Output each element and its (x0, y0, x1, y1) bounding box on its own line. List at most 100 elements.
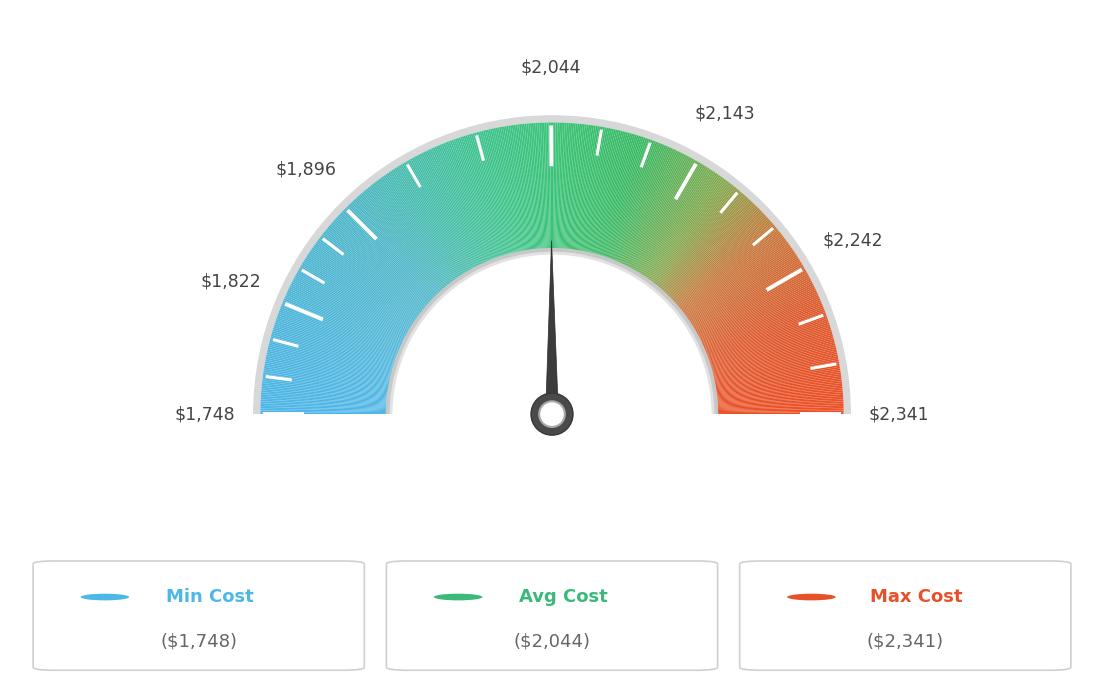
Wedge shape (390, 171, 463, 279)
Wedge shape (559, 123, 565, 253)
Wedge shape (679, 233, 782, 314)
Wedge shape (275, 321, 399, 363)
Wedge shape (280, 305, 402, 355)
Circle shape (539, 402, 565, 427)
Wedge shape (566, 124, 580, 253)
Wedge shape (639, 169, 711, 279)
Wedge shape (418, 155, 478, 270)
Wedge shape (713, 402, 843, 408)
Wedge shape (484, 130, 514, 257)
Wedge shape (659, 195, 746, 293)
Wedge shape (643, 172, 715, 280)
Wedge shape (609, 141, 658, 264)
Wedge shape (682, 239, 787, 318)
Wedge shape (611, 142, 659, 264)
Wedge shape (402, 163, 469, 275)
Wedge shape (501, 127, 524, 255)
Wedge shape (321, 234, 425, 315)
Wedge shape (507, 126, 528, 255)
Wedge shape (713, 380, 841, 396)
Wedge shape (454, 139, 498, 262)
Wedge shape (645, 175, 721, 282)
Wedge shape (287, 290, 405, 346)
Wedge shape (620, 150, 678, 268)
Wedge shape (287, 292, 405, 347)
Text: $2,341: $2,341 (869, 405, 930, 423)
Wedge shape (549, 123, 551, 253)
Wedge shape (519, 124, 534, 253)
Wedge shape (275, 322, 399, 364)
Wedge shape (305, 258, 415, 328)
Wedge shape (643, 173, 718, 281)
Wedge shape (687, 252, 795, 325)
Wedge shape (652, 186, 735, 288)
Wedge shape (631, 160, 698, 274)
Wedge shape (493, 128, 521, 255)
Wedge shape (270, 338, 395, 373)
Wedge shape (711, 359, 839, 385)
Wedge shape (353, 199, 443, 295)
Circle shape (81, 593, 129, 600)
Wedge shape (709, 344, 836, 376)
Wedge shape (581, 127, 605, 255)
Wedge shape (282, 304, 402, 353)
Wedge shape (516, 125, 533, 253)
Wedge shape (694, 277, 810, 339)
Wedge shape (649, 181, 730, 286)
Wedge shape (296, 274, 411, 337)
Wedge shape (262, 386, 391, 400)
Wedge shape (670, 215, 766, 304)
Wedge shape (530, 124, 541, 253)
Wedge shape (692, 269, 806, 335)
Wedge shape (383, 175, 459, 282)
Wedge shape (426, 150, 484, 268)
Wedge shape (705, 319, 828, 362)
Wedge shape (705, 322, 829, 364)
Wedge shape (570, 124, 585, 253)
Wedge shape (574, 126, 594, 254)
Wedge shape (352, 200, 442, 296)
Wedge shape (554, 123, 558, 253)
Wedge shape (270, 336, 396, 372)
Wedge shape (268, 347, 394, 378)
Wedge shape (279, 310, 401, 357)
Wedge shape (394, 168, 465, 278)
Wedge shape (358, 195, 445, 293)
Wedge shape (583, 128, 611, 255)
Wedge shape (582, 128, 608, 255)
Wedge shape (618, 148, 672, 267)
Wedge shape (612, 143, 661, 264)
Wedge shape (412, 158, 475, 273)
Wedge shape (713, 394, 843, 404)
Wedge shape (261, 400, 391, 407)
Wedge shape (628, 157, 691, 272)
Wedge shape (638, 167, 709, 277)
Wedge shape (598, 135, 637, 259)
Wedge shape (575, 126, 596, 254)
Wedge shape (449, 140, 496, 263)
Wedge shape (439, 144, 490, 265)
Wedge shape (272, 331, 396, 369)
Wedge shape (604, 138, 647, 262)
Wedge shape (320, 235, 424, 316)
Wedge shape (435, 146, 488, 266)
Wedge shape (359, 194, 446, 293)
Wedge shape (338, 215, 434, 304)
Wedge shape (649, 180, 728, 285)
Wedge shape (284, 298, 403, 351)
Wedge shape (697, 284, 814, 342)
Wedge shape (342, 210, 436, 302)
Text: ($1,748): ($1,748) (160, 633, 237, 651)
Wedge shape (528, 124, 540, 253)
Wedge shape (594, 132, 630, 258)
Wedge shape (541, 123, 546, 253)
Wedge shape (397, 166, 467, 277)
Wedge shape (682, 241, 788, 319)
Wedge shape (646, 177, 723, 283)
Wedge shape (667, 208, 760, 300)
Wedge shape (297, 272, 411, 336)
Wedge shape (261, 411, 390, 413)
Wedge shape (691, 266, 804, 333)
Wedge shape (580, 127, 603, 255)
Wedge shape (564, 124, 576, 253)
